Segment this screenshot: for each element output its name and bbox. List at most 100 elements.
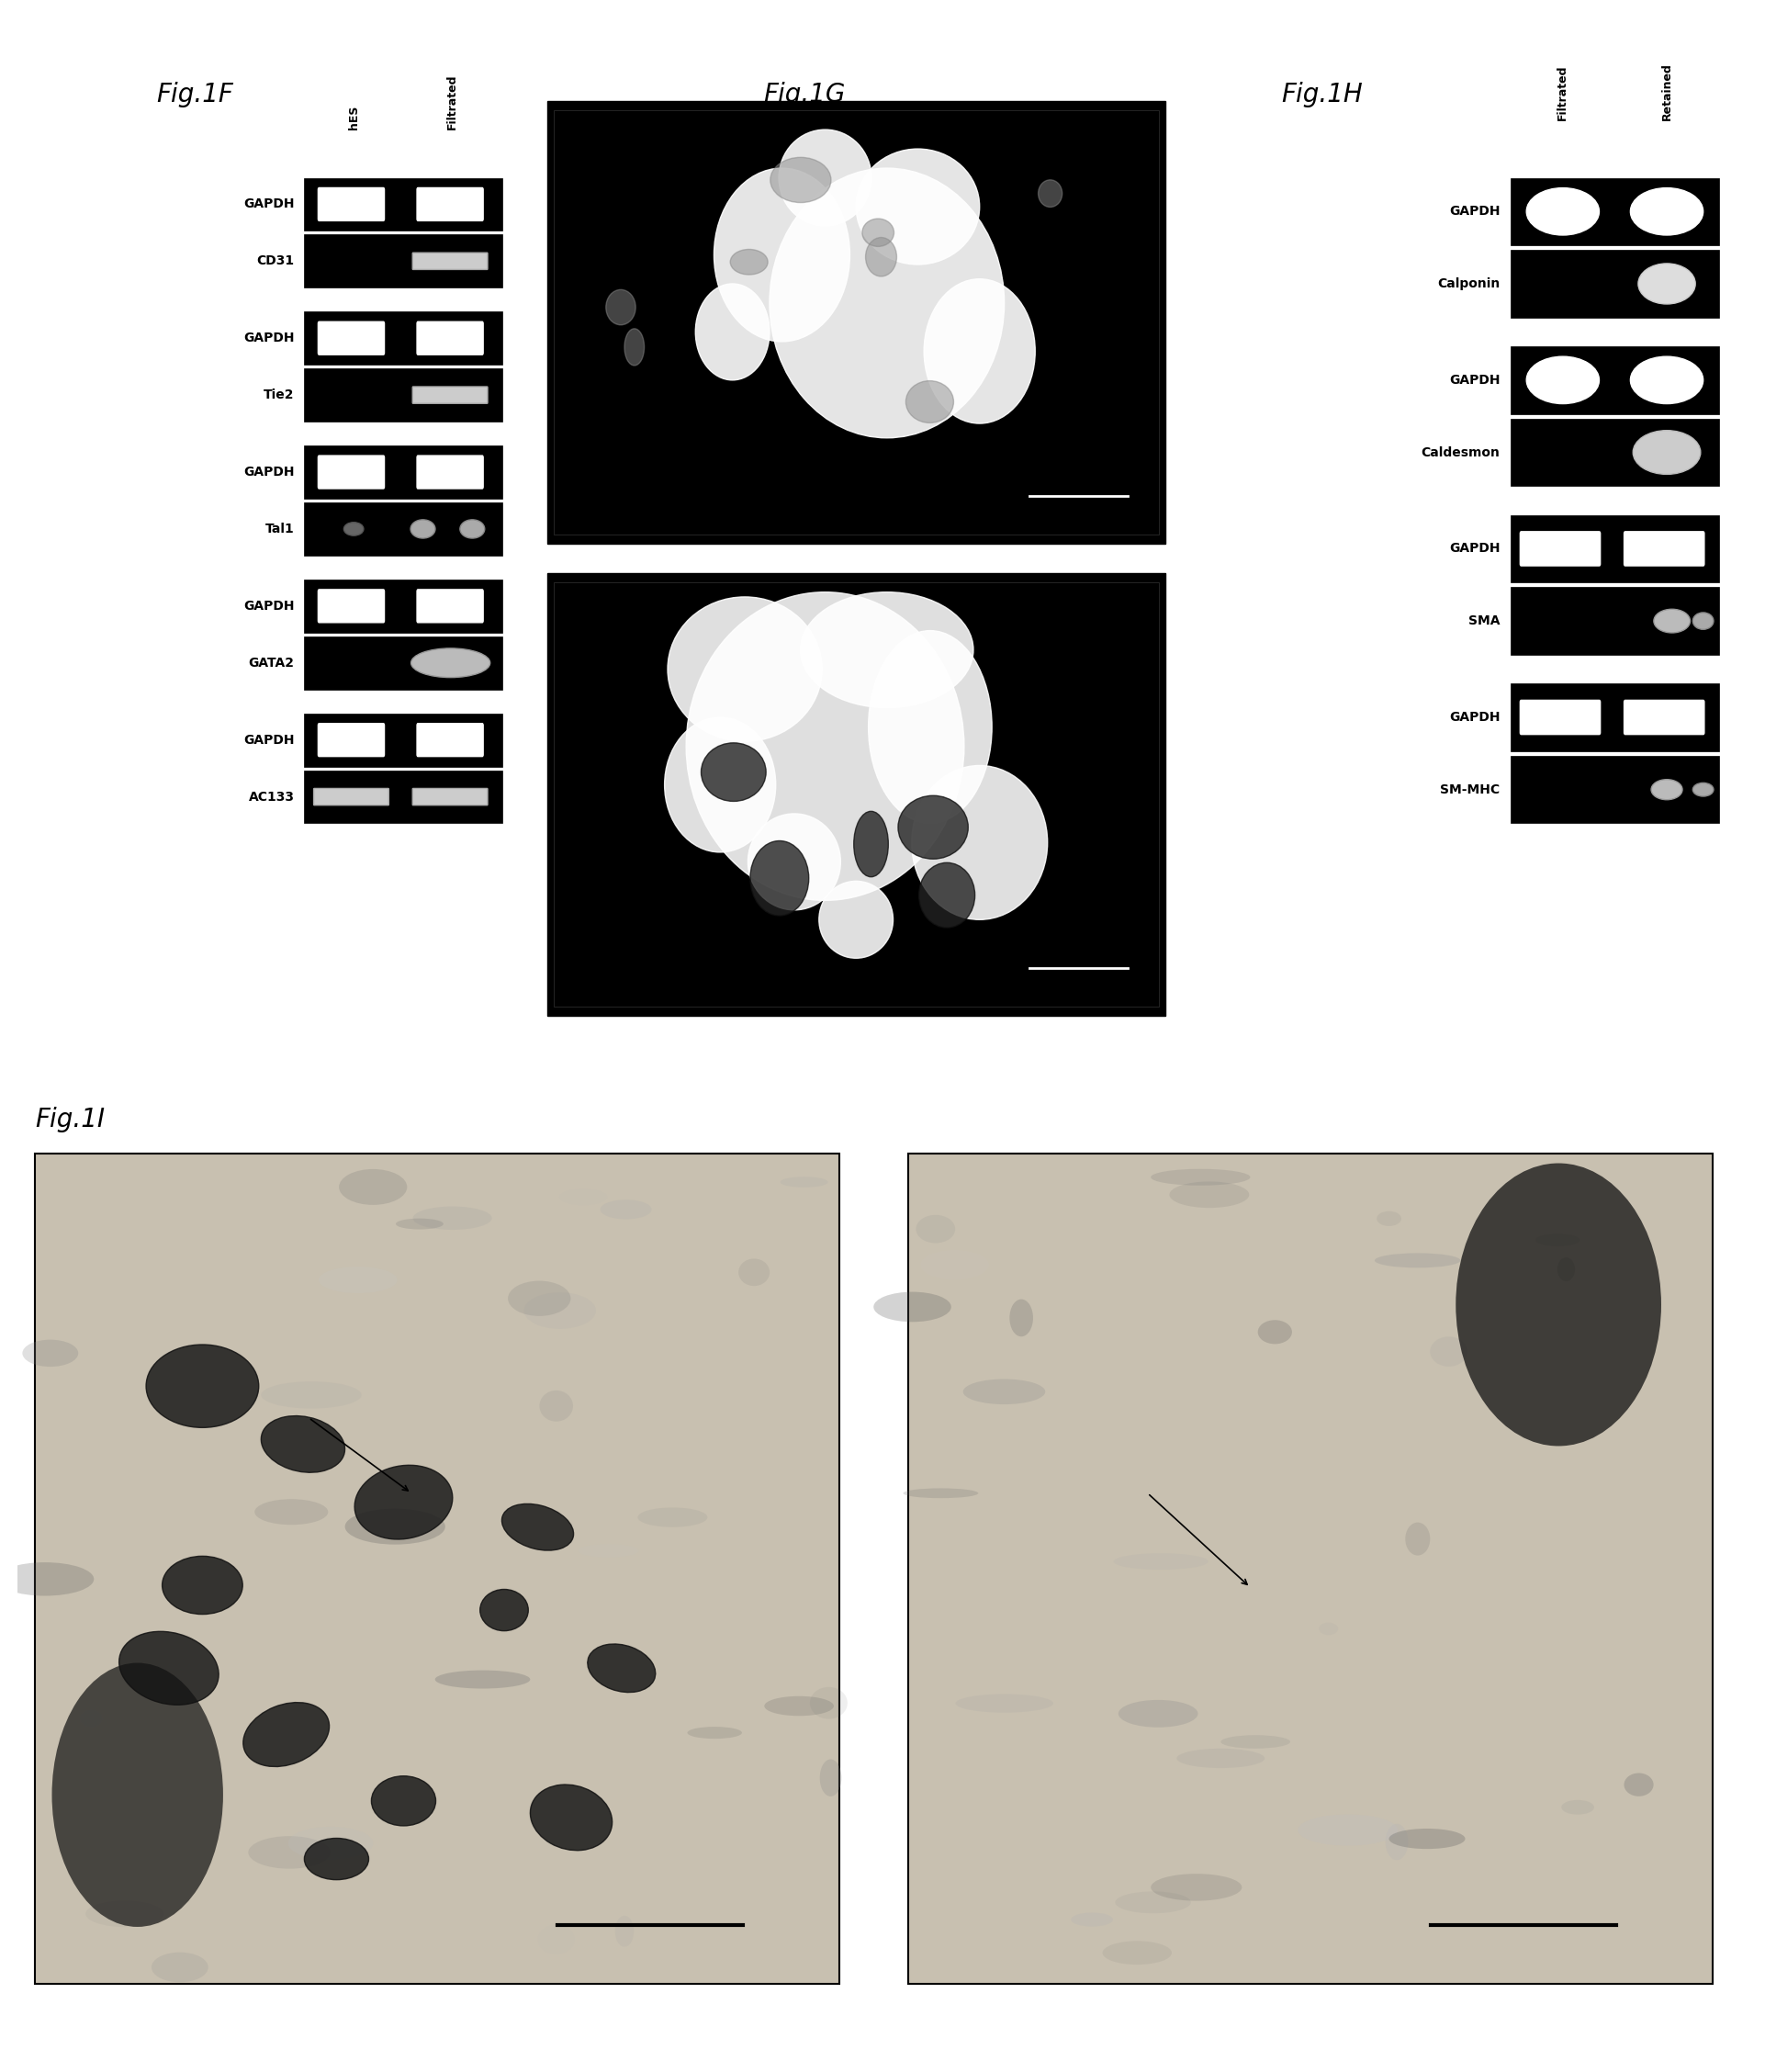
FancyBboxPatch shape — [413, 253, 487, 269]
Ellipse shape — [1693, 783, 1714, 796]
Text: Calponin: Calponin — [1437, 278, 1500, 290]
Ellipse shape — [434, 1670, 530, 1689]
Ellipse shape — [865, 238, 897, 276]
Ellipse shape — [637, 1508, 708, 1527]
Ellipse shape — [288, 1828, 372, 1861]
Bar — [1511, 178, 1719, 244]
Bar — [1511, 346, 1719, 414]
Ellipse shape — [905, 381, 953, 423]
FancyBboxPatch shape — [413, 387, 487, 404]
Text: Filtrated: Filtrated — [1557, 64, 1569, 120]
FancyBboxPatch shape — [1520, 533, 1601, 566]
Ellipse shape — [778, 131, 872, 226]
Ellipse shape — [508, 1280, 570, 1316]
Bar — [35, 1154, 840, 1983]
Ellipse shape — [800, 593, 973, 709]
Ellipse shape — [319, 1266, 397, 1293]
Ellipse shape — [925, 280, 1034, 423]
Text: SMA: SMA — [1468, 615, 1500, 628]
FancyBboxPatch shape — [413, 789, 487, 806]
Ellipse shape — [713, 168, 851, 342]
Ellipse shape — [904, 1488, 978, 1498]
Bar — [1511, 516, 1719, 582]
Ellipse shape — [854, 812, 888, 876]
Ellipse shape — [687, 1726, 741, 1738]
Text: Fig.1H: Fig.1H — [1281, 81, 1363, 108]
Ellipse shape — [1652, 779, 1682, 800]
Text: Filtrated: Filtrated — [447, 75, 459, 131]
Text: GAPDH: GAPDH — [244, 466, 295, 479]
Ellipse shape — [770, 168, 1004, 437]
Ellipse shape — [605, 290, 635, 325]
Ellipse shape — [664, 717, 777, 852]
Ellipse shape — [1010, 1299, 1033, 1336]
FancyBboxPatch shape — [417, 723, 484, 756]
Ellipse shape — [856, 149, 980, 265]
Ellipse shape — [579, 1544, 639, 1558]
Ellipse shape — [1405, 1523, 1430, 1556]
Ellipse shape — [687, 593, 964, 901]
Ellipse shape — [614, 1917, 634, 1948]
Ellipse shape — [152, 1952, 208, 1983]
Ellipse shape — [461, 520, 485, 539]
Text: GAPDH: GAPDH — [244, 599, 295, 613]
Ellipse shape — [1221, 1734, 1290, 1749]
Ellipse shape — [955, 1695, 1054, 1714]
Ellipse shape — [413, 1206, 492, 1231]
Ellipse shape — [538, 1925, 575, 1954]
Ellipse shape — [770, 157, 831, 203]
Ellipse shape — [355, 1465, 452, 1539]
Ellipse shape — [1624, 1774, 1654, 1796]
Ellipse shape — [254, 1500, 328, 1525]
Text: Fig.1F: Fig.1F — [155, 81, 233, 108]
Bar — [304, 369, 501, 421]
Ellipse shape — [1430, 1336, 1467, 1368]
Ellipse shape — [1631, 356, 1703, 404]
Text: GAPDH: GAPDH — [1449, 373, 1500, 387]
Ellipse shape — [588, 1643, 655, 1693]
Bar — [304, 580, 501, 632]
FancyBboxPatch shape — [318, 189, 385, 222]
Ellipse shape — [85, 1900, 164, 1927]
Bar — [1511, 419, 1719, 487]
Ellipse shape — [1115, 1892, 1191, 1912]
Ellipse shape — [625, 329, 644, 365]
Ellipse shape — [524, 1293, 597, 1328]
Ellipse shape — [1258, 1320, 1292, 1345]
Ellipse shape — [600, 1200, 651, 1218]
Ellipse shape — [411, 520, 436, 539]
Text: AC133: AC133 — [249, 789, 295, 804]
Ellipse shape — [1038, 180, 1063, 207]
Text: CD31: CD31 — [256, 255, 295, 267]
Text: SM-MHC: SM-MHC — [1440, 783, 1500, 796]
Ellipse shape — [1527, 189, 1599, 234]
Bar — [547, 102, 1165, 543]
Ellipse shape — [819, 1759, 842, 1796]
Ellipse shape — [916, 1214, 955, 1243]
Ellipse shape — [1536, 1233, 1580, 1245]
Ellipse shape — [898, 796, 969, 860]
Bar — [907, 1154, 1712, 1983]
Text: GAPDH: GAPDH — [244, 197, 295, 211]
Bar — [304, 713, 501, 767]
Bar — [304, 771, 501, 823]
Ellipse shape — [1527, 356, 1599, 404]
Bar — [554, 582, 1158, 1007]
Text: GAPDH: GAPDH — [1449, 205, 1500, 218]
Ellipse shape — [1456, 1162, 1661, 1446]
Ellipse shape — [501, 1504, 574, 1550]
Text: GAPDH: GAPDH — [1449, 543, 1500, 555]
Bar — [1511, 756, 1719, 823]
FancyBboxPatch shape — [417, 321, 484, 354]
Ellipse shape — [911, 765, 1048, 920]
Text: GAPDH: GAPDH — [244, 332, 295, 344]
Ellipse shape — [920, 862, 974, 928]
Ellipse shape — [1389, 1830, 1465, 1848]
Ellipse shape — [1170, 1181, 1250, 1208]
Ellipse shape — [261, 1382, 362, 1409]
Bar — [304, 503, 501, 555]
Bar — [304, 234, 501, 288]
Text: GAPDH: GAPDH — [244, 733, 295, 746]
Ellipse shape — [731, 249, 768, 276]
FancyBboxPatch shape — [417, 456, 484, 489]
